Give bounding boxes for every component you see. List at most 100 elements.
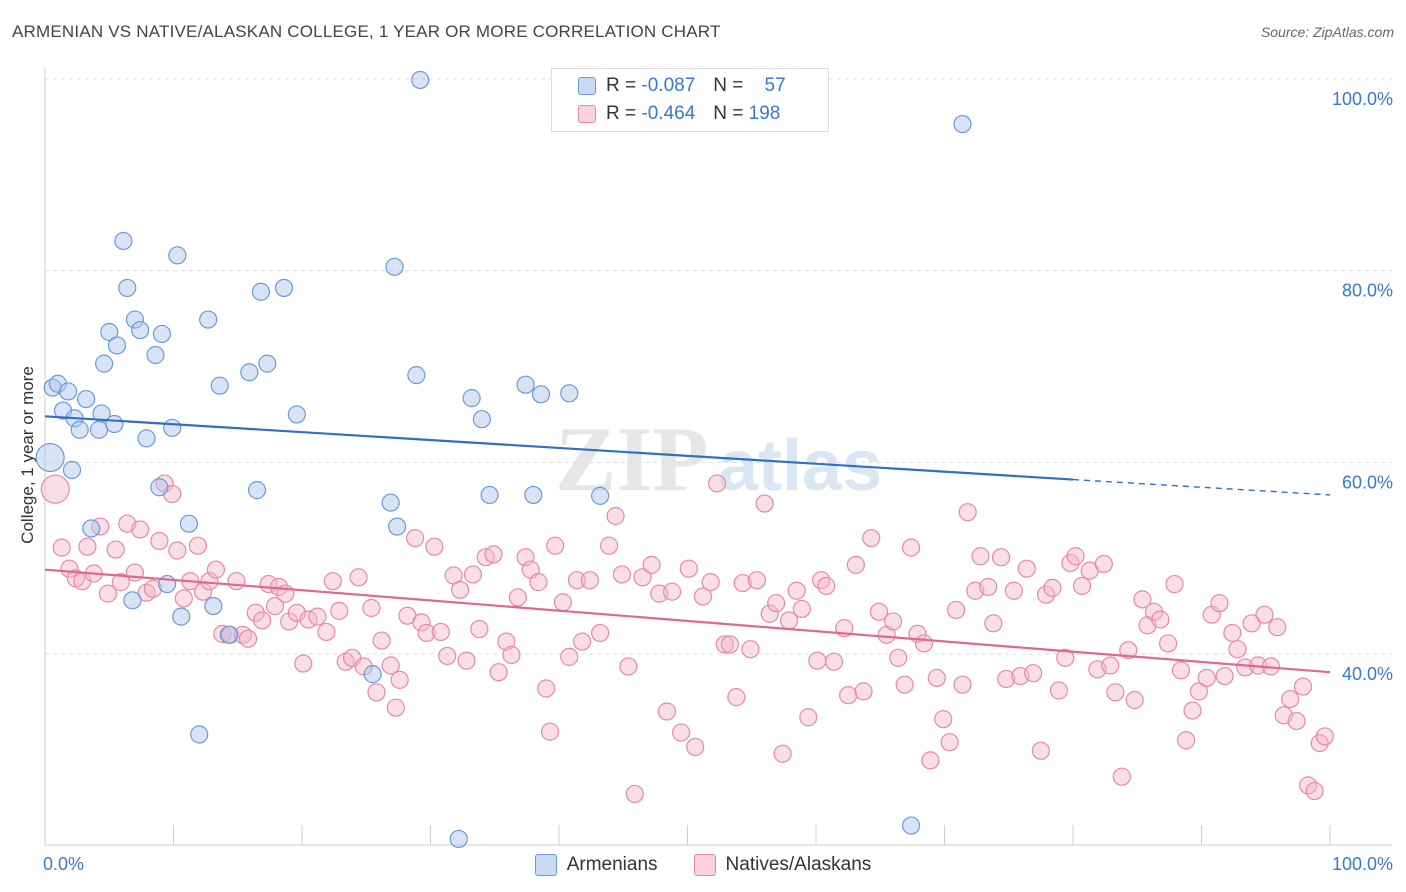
native-point xyxy=(497,632,516,651)
native-point xyxy=(78,537,97,556)
native-point xyxy=(317,622,336,642)
legend-item-natives[interactable]: Natives/Alaskans xyxy=(693,850,871,880)
native-point xyxy=(372,631,391,650)
armenian-point xyxy=(480,485,499,505)
native-point xyxy=(438,646,457,666)
legend-r-label: R = xyxy=(606,75,637,96)
native-point xyxy=(168,541,187,560)
native-point xyxy=(1158,634,1178,653)
native-point xyxy=(1305,781,1324,801)
armenian-point xyxy=(125,310,145,329)
native-point xyxy=(701,573,720,592)
native-point xyxy=(940,733,959,752)
native-point xyxy=(484,545,503,564)
native-point xyxy=(741,640,760,659)
native-point xyxy=(405,528,425,548)
native-point xyxy=(984,614,1003,633)
native-point xyxy=(40,474,70,504)
native-point xyxy=(625,784,644,804)
native-point xyxy=(979,577,998,597)
legend-r-value: -0.087 xyxy=(641,75,696,96)
armenian-point xyxy=(258,354,277,373)
armenian-point xyxy=(560,384,579,403)
native-point xyxy=(686,737,705,757)
y-tick-label: 80.0% xyxy=(1342,281,1393,301)
native-point xyxy=(1183,701,1202,720)
native-point xyxy=(1189,682,1209,701)
chart-title: ARMENIAN VS NATIVE/ALASKAN COLLEGE, 1 YE… xyxy=(12,22,721,41)
native-point xyxy=(921,751,940,770)
native-point xyxy=(657,702,677,721)
legend-item-armenians[interactable]: Armenians xyxy=(534,850,658,880)
correlation-legend: R = -0.087 N = 57 R = -0.464 N = 198 xyxy=(551,68,829,132)
native-point xyxy=(412,613,431,632)
trend-line-natives xyxy=(44,568,1331,674)
armenian-point xyxy=(524,485,543,505)
native-point xyxy=(773,744,792,763)
armenian-point xyxy=(152,324,172,344)
native-point xyxy=(767,594,786,613)
native-point xyxy=(953,675,972,694)
armenian-point xyxy=(163,418,182,437)
legend-swatch-natives xyxy=(693,854,716,876)
legend-n-value: 198 xyxy=(748,103,781,124)
native-point xyxy=(662,582,682,601)
native-point xyxy=(91,517,110,536)
native-point xyxy=(991,548,1011,567)
axes xyxy=(44,68,1392,846)
armenian-point xyxy=(95,354,114,373)
native-point xyxy=(895,675,914,694)
native-point xyxy=(470,619,489,639)
armenian-point xyxy=(77,389,96,409)
armenian-point xyxy=(100,322,119,342)
native-point xyxy=(1315,727,1334,746)
native-point xyxy=(1223,623,1242,643)
native-point xyxy=(1242,614,1261,633)
legend-r-value: -0.464 xyxy=(641,103,696,124)
chart-source: Source: ZipAtlas.com xyxy=(1260,24,1394,40)
native-point xyxy=(1043,578,1062,597)
native-point xyxy=(381,656,400,675)
native-point xyxy=(1106,683,1125,702)
native-point xyxy=(580,571,599,590)
native-point xyxy=(619,657,638,676)
armenian-point xyxy=(953,114,972,134)
native-point xyxy=(174,589,193,608)
armenian-point xyxy=(411,70,430,90)
native-point xyxy=(1165,574,1184,594)
native-point xyxy=(1066,547,1085,566)
native-point xyxy=(502,645,521,665)
native-point xyxy=(869,602,889,621)
armenian-point xyxy=(363,665,382,684)
armenian-point xyxy=(190,725,209,744)
native-point xyxy=(760,604,779,623)
armenian-point xyxy=(387,517,407,536)
armenian-point xyxy=(251,282,270,301)
axis-ticks: 100.0% 80.0% 60.0% 40.0% 0.0% 100.0% xyxy=(43,89,1393,874)
armenian-point xyxy=(130,320,150,340)
legend-label-armenians: Armenians xyxy=(566,854,658,875)
native-point xyxy=(125,563,145,582)
trend-lines xyxy=(44,415,1331,674)
native-point xyxy=(1049,681,1068,700)
native-point xyxy=(946,600,966,620)
armenian-point xyxy=(89,420,109,439)
armenian-point xyxy=(114,231,133,251)
native-point xyxy=(792,599,811,619)
native-point xyxy=(560,647,579,666)
armenian-point xyxy=(901,816,921,835)
native-point xyxy=(362,598,381,618)
armenian-point xyxy=(105,414,124,434)
native-point xyxy=(889,648,908,667)
armenian-point xyxy=(472,410,491,429)
data-points xyxy=(35,70,1334,849)
native-point xyxy=(1171,661,1191,680)
armenian-point xyxy=(48,374,67,393)
native-point xyxy=(591,623,610,643)
native-point xyxy=(720,635,740,654)
armenian-point xyxy=(62,460,82,480)
armenian-point xyxy=(247,481,267,500)
armenian-point xyxy=(449,829,468,849)
native-point xyxy=(1031,741,1050,760)
native-point xyxy=(1151,610,1170,629)
